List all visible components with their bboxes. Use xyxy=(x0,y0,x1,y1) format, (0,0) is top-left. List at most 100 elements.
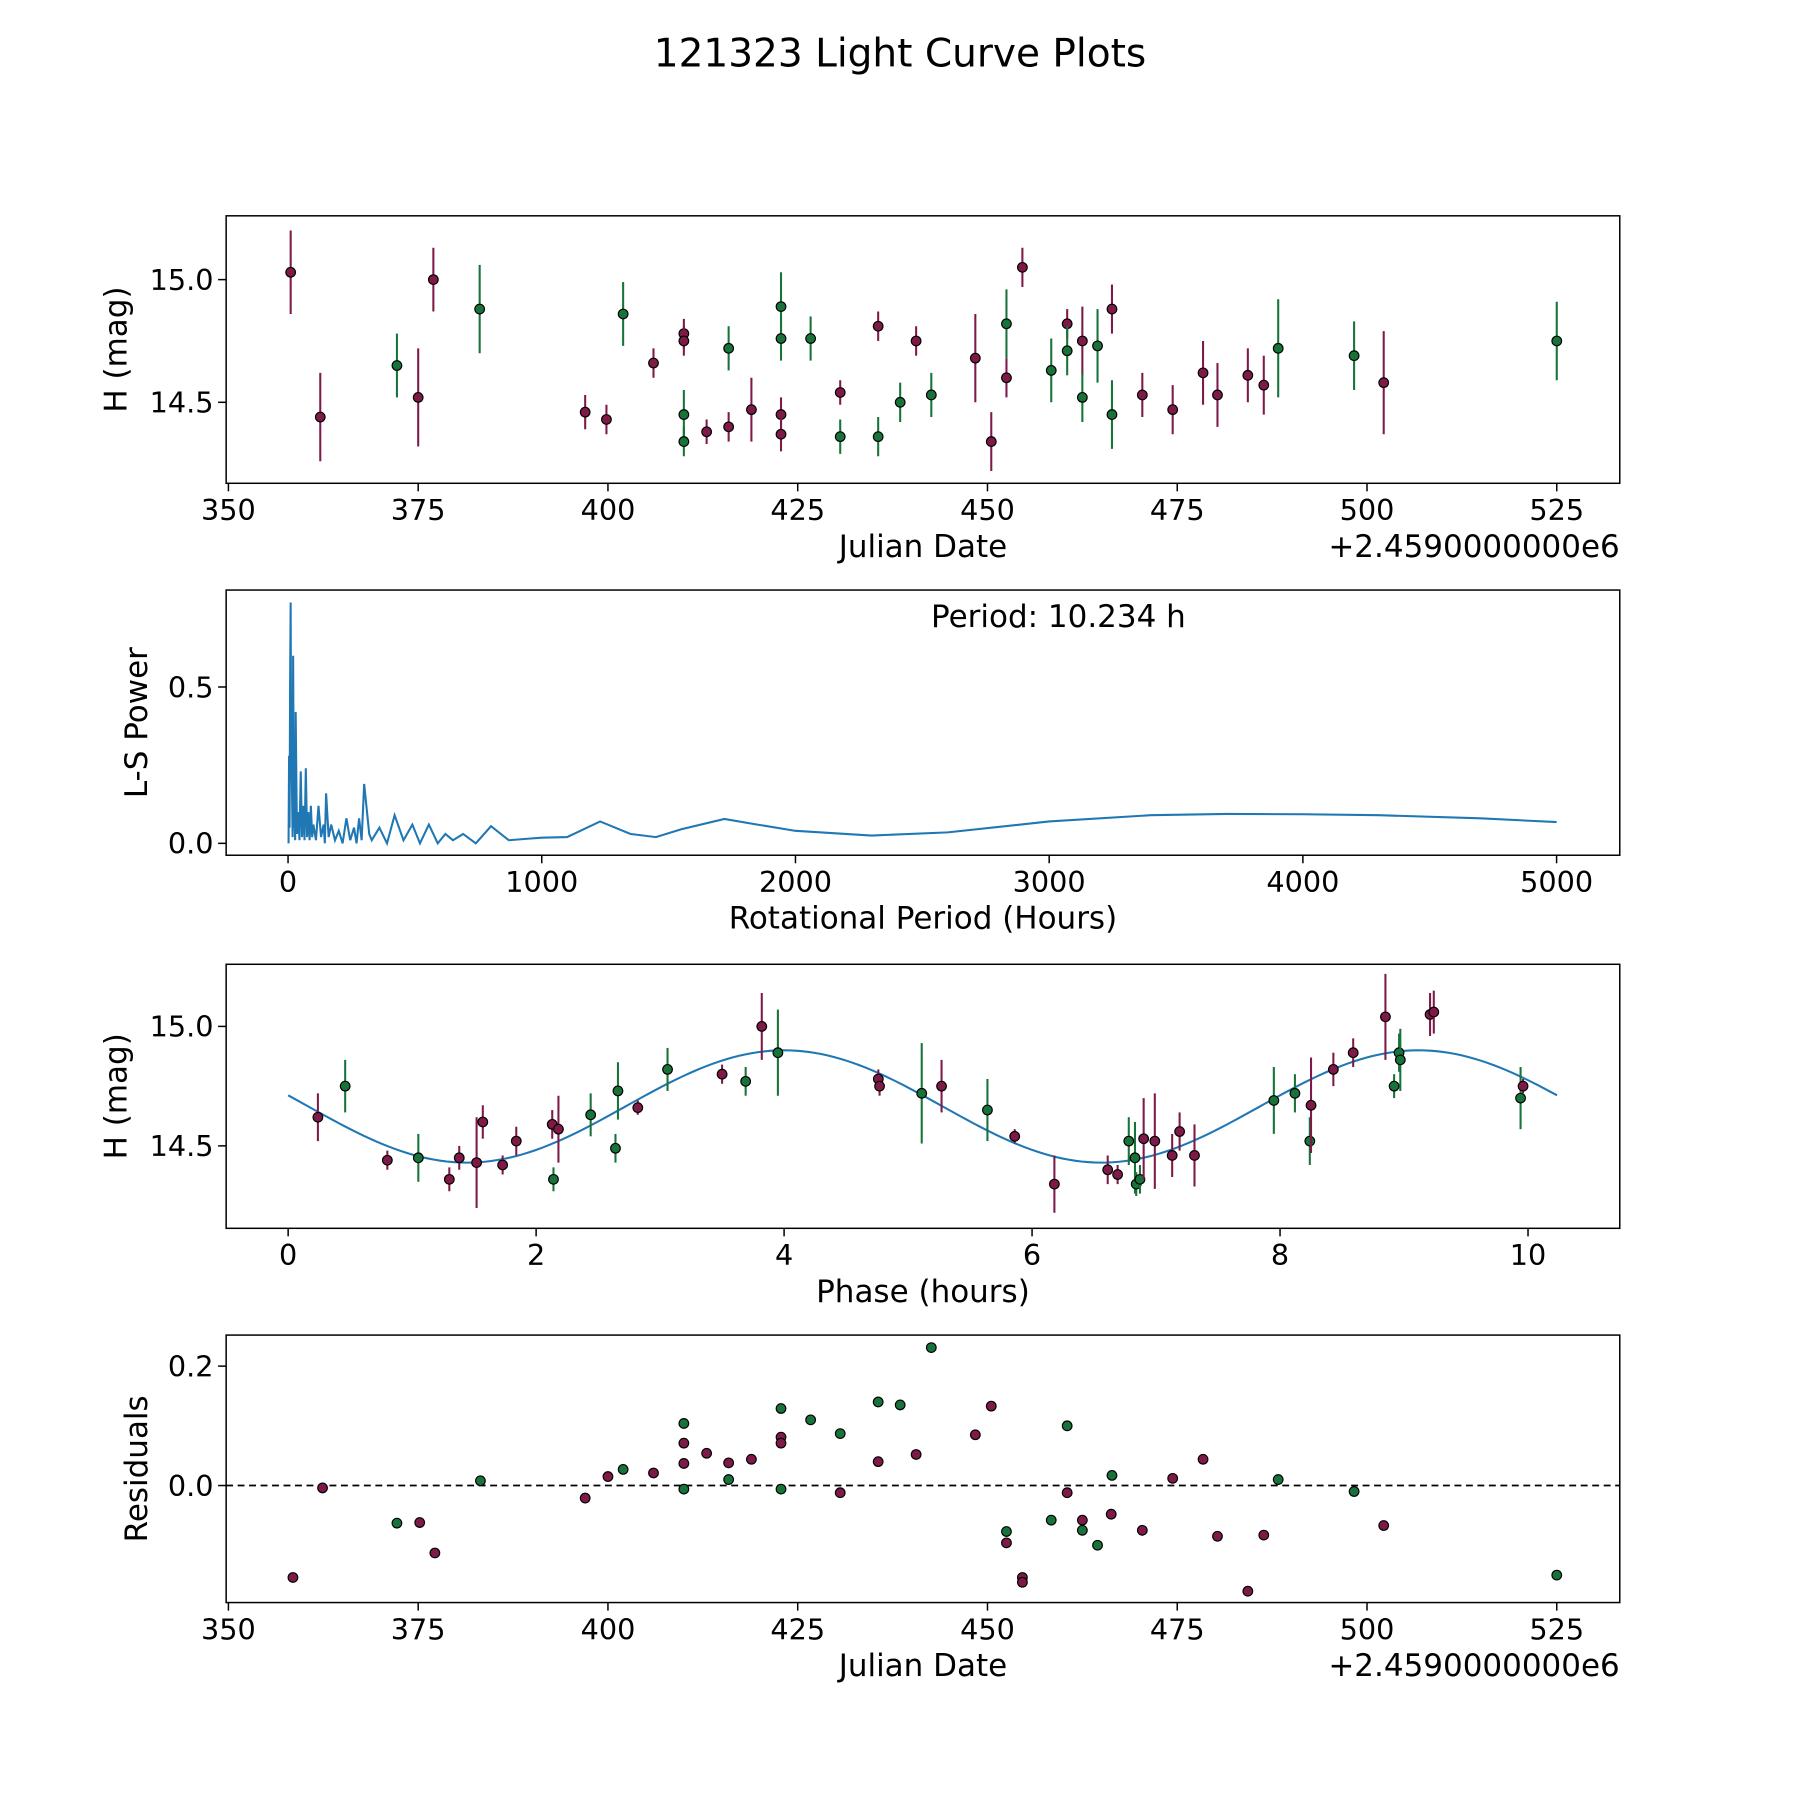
data-point xyxy=(969,1429,981,1441)
x-tick-label: 0 xyxy=(279,1238,297,1272)
data-point xyxy=(1076,335,1088,347)
data-point xyxy=(1001,372,1012,384)
y-axis-label: L-S Power xyxy=(119,647,155,798)
data-point xyxy=(510,1135,522,1147)
data-point xyxy=(910,335,922,347)
data-point xyxy=(772,1047,784,1059)
data-point xyxy=(775,1483,787,1495)
data-point xyxy=(1388,1080,1400,1092)
y-tick-label: 0.0 xyxy=(168,1469,214,1503)
data-point xyxy=(1551,1569,1563,1581)
data-point xyxy=(617,308,629,320)
data-point xyxy=(1009,1130,1021,1142)
data-point xyxy=(1001,1537,1012,1549)
data-point xyxy=(1242,1585,1254,1597)
data-point xyxy=(678,335,690,347)
data-point xyxy=(1149,1135,1161,1147)
x-tick-label: 10 xyxy=(1510,1238,1547,1272)
x-axis-label: Rotational Period (Hours) xyxy=(729,901,1117,937)
data-point xyxy=(1061,1487,1073,1499)
panel-phase: 0 2 4 6 8 10 14.5 15.0 Phase (hours) H (mag) xyxy=(98,963,1621,1310)
data-point xyxy=(1174,1126,1186,1137)
data-point xyxy=(775,428,787,440)
data-point xyxy=(1428,1006,1440,1018)
data-point xyxy=(1045,1514,1057,1526)
data-point xyxy=(1016,261,1028,273)
y-tick-label: 15.0 xyxy=(150,263,214,297)
data-point xyxy=(602,1471,614,1482)
data-point xyxy=(834,1428,846,1439)
x-axis-label: Julian Date xyxy=(837,1648,1008,1684)
data-point xyxy=(1378,1520,1390,1531)
data-point xyxy=(632,1102,644,1114)
data-point xyxy=(678,1418,690,1429)
data-point xyxy=(1212,389,1223,401)
data-point xyxy=(585,1109,597,1121)
data-point xyxy=(429,1547,441,1559)
y-tick-label: 0.5 xyxy=(168,670,214,704)
x-axis-label: Phase (hours) xyxy=(816,1274,1030,1310)
x-tick-label: 4000 xyxy=(1266,865,1339,899)
data-point xyxy=(1076,1524,1088,1536)
data-point xyxy=(1102,1164,1114,1176)
x-tick-label: 425 xyxy=(770,493,825,527)
data-point xyxy=(1134,1173,1146,1185)
y-tick-label: 14.5 xyxy=(150,1129,214,1163)
data-point xyxy=(1272,1474,1284,1485)
data-point xyxy=(1268,1095,1280,1106)
x-tick-label: 525 xyxy=(1529,493,1584,527)
data-point xyxy=(910,1449,922,1460)
data-point xyxy=(1129,1152,1141,1164)
data-point xyxy=(1092,1539,1103,1551)
data-point xyxy=(1272,342,1284,354)
x-offset-text: +2.4590000000e6 xyxy=(1328,529,1619,565)
panel-lightcurve: 350 375 400 425 450 475 500 525 14.5 15.0 Julian D… xyxy=(98,215,1621,565)
data-point xyxy=(427,274,439,286)
data-point xyxy=(1167,1472,1179,1484)
x-tick-label: 375 xyxy=(391,1612,446,1646)
x-tick-label: 500 xyxy=(1340,1612,1395,1646)
data-point xyxy=(985,1400,997,1412)
x-tick-label: 8 xyxy=(1271,1238,1289,1272)
periodogram-line xyxy=(287,602,1557,847)
data-point xyxy=(1347,1047,1359,1059)
data-point xyxy=(1166,1150,1178,1161)
data-point xyxy=(1112,1169,1124,1180)
data-point xyxy=(1348,350,1360,362)
data-point xyxy=(601,414,612,425)
data-point xyxy=(746,404,757,416)
data-point xyxy=(1258,379,1270,391)
data-point xyxy=(872,431,884,443)
data-point xyxy=(553,1123,564,1135)
data-point xyxy=(1138,1133,1150,1145)
data-point xyxy=(579,1492,591,1504)
data-point xyxy=(1189,1150,1200,1161)
data-point xyxy=(723,421,735,433)
data-point xyxy=(471,1157,482,1169)
axes-frame xyxy=(225,589,1621,856)
y-axis-label: H (mag) xyxy=(98,286,134,412)
data-point xyxy=(805,333,817,344)
y-tick-label: 15.0 xyxy=(150,1010,214,1044)
data-point xyxy=(1092,340,1103,352)
data-point xyxy=(1076,392,1088,403)
x-tick-label: 400 xyxy=(581,1612,636,1646)
data-point xyxy=(1061,345,1073,357)
data-point xyxy=(746,1453,757,1465)
data-point xyxy=(1167,404,1179,416)
data-point xyxy=(314,411,326,423)
data-point xyxy=(1212,1530,1223,1542)
data-point xyxy=(894,1399,906,1411)
data-point xyxy=(723,1474,735,1485)
data-point xyxy=(1045,365,1057,376)
data-point xyxy=(474,303,486,315)
x-tick-label: 3000 xyxy=(1013,865,1086,899)
x-tick-label: 2 xyxy=(527,1238,545,1272)
data-point xyxy=(775,1437,787,1449)
data-point xyxy=(936,1080,947,1092)
data-point xyxy=(548,1173,559,1185)
data-point xyxy=(1136,389,1148,401)
data-point xyxy=(969,352,981,364)
y-axis-label: Residuals xyxy=(119,1395,155,1542)
